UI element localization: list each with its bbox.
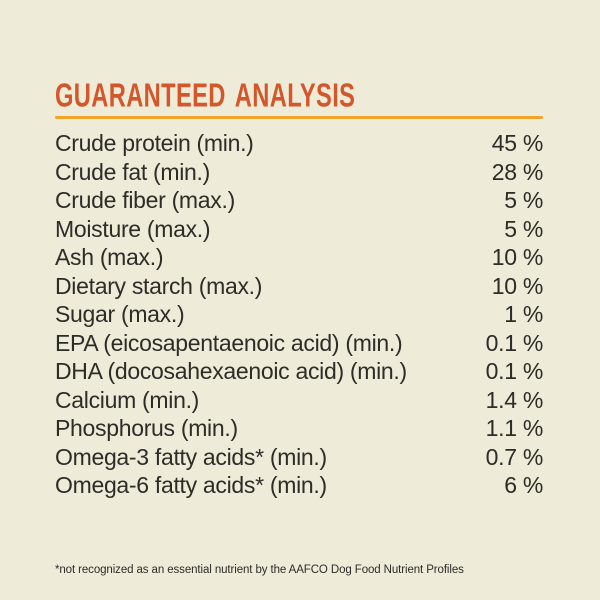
nutrient-label: Phosphorus (min.) xyxy=(55,415,238,441)
nutrient-value: 45 % xyxy=(491,130,544,156)
title-underline-rule xyxy=(55,116,543,119)
nutrient-value: 5 % xyxy=(504,215,543,242)
table-row: EPA (eicosapentaenoic acid) (min.) 0.1 % xyxy=(55,329,543,358)
table-row: Phosphorus (min.) 1.1 % xyxy=(55,414,543,443)
nutrient-value: 1.1 % xyxy=(485,415,544,441)
table-row: Moisture (max.) 5 % xyxy=(55,215,543,244)
nutrient-label: Crude protein (min.) xyxy=(55,130,254,156)
table-row: DHA (docosahexaenoic acid) (min.) 0.1 % xyxy=(55,357,543,386)
analysis-table: Crude protein (min.) 45 % Crude fat (min… xyxy=(55,129,543,500)
nutrient-label: Omega-6 fatty acids* (min.) xyxy=(55,472,327,498)
nutrient-label: DHA (docosahexaenoic acid) (min.) xyxy=(55,358,407,384)
table-row: Ash (max.) 10 % xyxy=(55,243,543,272)
nutrient-label: Dietary starch (max.) xyxy=(55,272,263,299)
nutrient-value: 0.7 % xyxy=(485,443,544,470)
page-title: GUARANTEED ANALYSIS xyxy=(55,76,356,114)
nutrient-value: 6 % xyxy=(504,472,543,498)
nutrient-value: 10 % xyxy=(491,244,544,270)
nutrient-label: Omega-3 fatty acids* (min.) xyxy=(55,443,327,470)
nutrient-value: 1 % xyxy=(504,301,543,327)
table-row: Dietary starch (max.) 10 % xyxy=(55,272,543,301)
table-row: Crude fiber (max.) 5 % xyxy=(55,186,543,215)
nutrient-value: 1.4 % xyxy=(485,386,544,413)
nutrient-value: 0.1 % xyxy=(485,329,544,356)
nutrient-value: 0.1 % xyxy=(485,358,544,384)
nutrient-label: Moisture (max.) xyxy=(55,215,211,242)
table-row: Calcium (min.) 1.4 % xyxy=(55,386,543,415)
table-row: Crude protein (min.) 45 % xyxy=(55,129,543,158)
footnote: *not recognized as an essential nutrient… xyxy=(55,564,464,576)
nutrient-label: Calcium (min.) xyxy=(55,386,200,413)
table-row: Crude fat (min.) 28 % xyxy=(55,158,543,187)
nutrient-label: Ash (max.) xyxy=(55,244,164,270)
nutrient-value: 5 % xyxy=(504,187,543,213)
nutrient-value: 10 % xyxy=(491,272,544,299)
nutrient-label: EPA (eicosapentaenoic acid) (min.) xyxy=(55,329,403,356)
nutrient-label: Sugar (max.) xyxy=(55,301,185,327)
table-row: Omega-6 fatty acids* (min.) 6 % xyxy=(55,471,543,500)
table-row: Omega-3 fatty acids* (min.) 0.7 % xyxy=(55,443,543,472)
nutrient-label: Crude fat (min.) xyxy=(55,158,210,185)
nutrient-label: Crude fiber (max.) xyxy=(55,187,235,213)
table-row: Sugar (max.) 1 % xyxy=(55,300,543,329)
nutrient-value: 28 % xyxy=(491,158,544,185)
